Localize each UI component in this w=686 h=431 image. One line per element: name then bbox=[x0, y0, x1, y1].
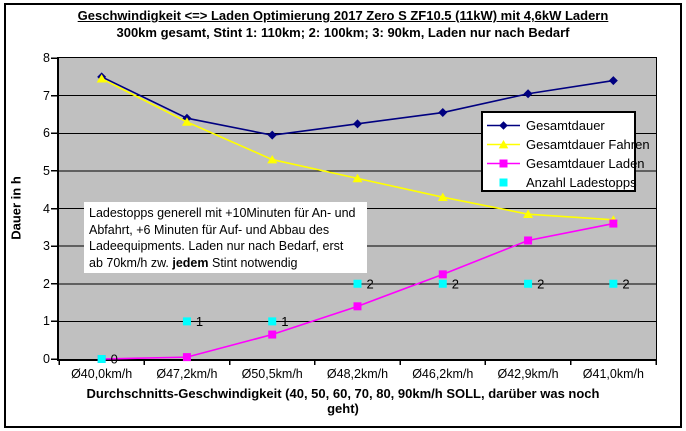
x-category-label: Ø41,0km/h bbox=[582, 367, 644, 381]
chart-outer-border bbox=[4, 3, 682, 428]
series-marker bbox=[182, 317, 191, 326]
y-tick-label: 3 bbox=[43, 239, 50, 254]
point-label: 2 bbox=[622, 276, 629, 291]
legend-item-label: Gesamtdauer Laden bbox=[526, 156, 645, 171]
series-marker bbox=[524, 236, 533, 245]
chart-subtitle: 300km gesamt, Stint 1: 110km; 2: 100km; … bbox=[116, 25, 570, 40]
annotation-line: Ladeequipments. Laden nur nach Bedarf, e… bbox=[89, 239, 344, 253]
x-category-label: Ø40,0km/h bbox=[71, 367, 133, 381]
series-marker bbox=[182, 353, 191, 362]
series-marker bbox=[609, 279, 618, 288]
y-tick-label: 6 bbox=[43, 126, 50, 141]
y-tick-label: 4 bbox=[43, 201, 50, 216]
series-plot: 0 1 1 2 2 2 2 bbox=[51, 57, 657, 367]
series-marker bbox=[353, 302, 362, 311]
series-marker bbox=[608, 76, 618, 86]
series-marker bbox=[96, 74, 107, 83]
series-marker bbox=[609, 219, 618, 228]
legend-item-label: Gesamtdauer bbox=[526, 118, 605, 133]
y-tick-label: 1 bbox=[43, 314, 50, 329]
legend-marker-icon bbox=[487, 140, 520, 149]
point-label: 1 bbox=[196, 314, 203, 329]
y-tick-label: 7 bbox=[43, 88, 50, 103]
series-marker bbox=[267, 154, 278, 164]
series-marker bbox=[97, 355, 106, 363]
chart-title: Geschwindigkeit <=> Laden Optimierung 20… bbox=[77, 8, 609, 23]
point-label: 0 bbox=[111, 352, 118, 367]
x-axis-title-line2: geht) bbox=[327, 401, 359, 416]
point-label: 2 bbox=[537, 276, 544, 291]
annotation-line: Abfahrt, +6 Minuten für Auf- und Abbau d… bbox=[89, 222, 330, 237]
y-tick-label: 8 bbox=[43, 51, 50, 65]
series-marker bbox=[438, 279, 447, 288]
x-axis-title-line1: Durchschnitts-Geschwindigkeit (40, 50, 6… bbox=[86, 386, 600, 401]
y-tick-label: 5 bbox=[43, 163, 50, 178]
x-category-label: Ø47,2km/h bbox=[156, 367, 218, 381]
series-marker bbox=[181, 117, 192, 126]
series-marker bbox=[352, 173, 363, 183]
legend-marker-icon bbox=[499, 178, 508, 187]
legend-item: Gesamtdauer bbox=[483, 116, 634, 135]
annotation-line: ab 70km/h zw. jedem Stint notwendig bbox=[89, 255, 298, 270]
legend-item: Anzahl Ladestopps bbox=[483, 173, 637, 192]
y-tick-label: 0 bbox=[43, 352, 50, 366]
x-category-label: Ø50,5km/h bbox=[241, 367, 303, 381]
series-marker bbox=[523, 89, 533, 99]
legend: Gesamtdauer Gesamtdauer Fahren Gesamtdauer… bbox=[481, 111, 650, 192]
point-label: 1 bbox=[281, 314, 288, 329]
legend-item-label: Gesamtdauer Fahren bbox=[526, 137, 650, 152]
x-axis-title: Durchschnitts-Geschwindigkeit (40, 50, 6… bbox=[28, 386, 658, 416]
legend-marker-icon bbox=[487, 121, 520, 130]
legend-item: Gesamtdauer Fahren bbox=[483, 135, 650, 154]
point-label: 2 bbox=[367, 276, 374, 291]
series-marker bbox=[438, 108, 448, 118]
series-marker bbox=[353, 119, 362, 129]
series-marker bbox=[523, 209, 534, 218]
series-marker bbox=[438, 270, 447, 279]
series-marker bbox=[268, 330, 277, 339]
annotation-line: Ladestopps generell mit +10Minuten für A… bbox=[89, 206, 356, 220]
x-category-label: Ø46,2km/h bbox=[412, 367, 474, 381]
series-marker bbox=[267, 130, 277, 140]
point-label: 2 bbox=[452, 276, 459, 291]
series-marker bbox=[437, 192, 448, 202]
series-marker bbox=[524, 279, 533, 288]
legend-item-label: Anzahl Ladestopps bbox=[526, 175, 637, 190]
series-marker bbox=[268, 317, 277, 326]
x-category-label: Ø48,2km/h bbox=[326, 367, 389, 381]
y-tick-label: 2 bbox=[43, 276, 50, 291]
x-category-label: Ø42,9km/h bbox=[497, 367, 559, 381]
legend-marker-icon bbox=[487, 159, 520, 168]
series-marker bbox=[353, 279, 362, 288]
annotation-textbox: Ladestopps generell mit +10Minuten für A… bbox=[84, 202, 367, 273]
legend-item: Gesamtdauer Laden bbox=[483, 154, 645, 173]
